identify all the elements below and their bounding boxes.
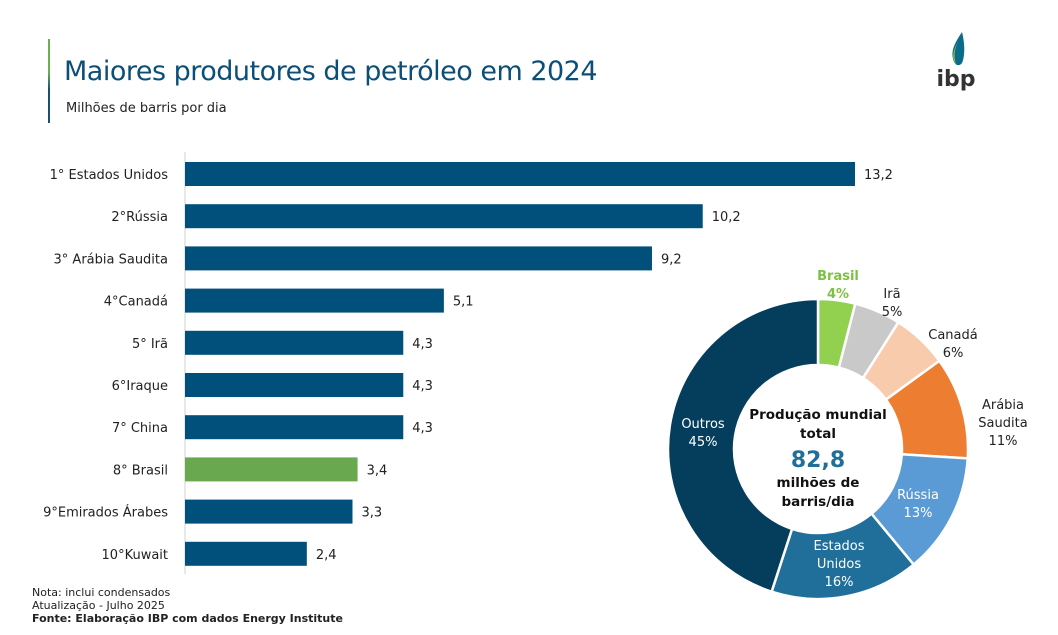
value-label: 9,2 bbox=[661, 252, 682, 267]
center-value: 82,8 bbox=[791, 448, 845, 473]
slice-label: Outros 45% bbox=[681, 417, 725, 450]
footer: Nota: inclui condensados Atualização - J… bbox=[32, 586, 343, 625]
footer-note: Nota: inclui condensados bbox=[32, 586, 171, 599]
value-label: 10,2 bbox=[712, 210, 741, 225]
bar bbox=[185, 246, 652, 271]
bar bbox=[185, 499, 353, 524]
bar bbox=[185, 330, 404, 355]
page-title: Maiores produtores de petróleo em 2024 bbox=[64, 56, 598, 87]
value-label: 4,3 bbox=[412, 379, 433, 394]
value-label: 5,1 bbox=[453, 295, 474, 310]
page-subtitle: Milhões de barris por dia bbox=[66, 101, 227, 116]
footer-source: Fonte: Elaboração IBP com dados Energy I… bbox=[32, 612, 343, 625]
logo-text: ibp bbox=[936, 67, 975, 92]
ibp-logo: ibp bbox=[936, 32, 976, 92]
slice-label: Canadá 6% bbox=[928, 328, 977, 361]
value-label: 3,4 bbox=[367, 463, 388, 478]
slice-label: Rússia 13% bbox=[897, 488, 939, 521]
category-label: 1° Estados Unidos bbox=[50, 168, 169, 183]
donut-slice bbox=[666, 297, 820, 594]
title-accent-line bbox=[48, 39, 50, 123]
category-label: 8° Brasil bbox=[113, 463, 168, 478]
bar bbox=[185, 415, 404, 440]
slice-label: Arábia Saudita 11% bbox=[978, 398, 1027, 449]
value-label: 2,4 bbox=[316, 548, 337, 563]
category-label: 2°Rússia bbox=[111, 210, 168, 225]
bar bbox=[185, 204, 703, 229]
slice-label: Irã 5% bbox=[882, 287, 903, 320]
category-label: 9°Emirados Árabes bbox=[43, 505, 168, 521]
bar bbox=[185, 541, 307, 566]
center-line4: barris/dia bbox=[781, 494, 854, 510]
category-label: 5° Irã bbox=[132, 337, 168, 352]
center-line3: milhões de bbox=[777, 475, 860, 491]
center-line1: Produção mundial bbox=[749, 407, 887, 423]
value-label: 4,3 bbox=[412, 421, 433, 436]
bar bbox=[185, 162, 855, 186]
category-label: 10°Kuwait bbox=[102, 548, 168, 563]
value-label: 3,3 bbox=[362, 506, 383, 521]
donut-chart: Brasil 4% Irã 5% Canadá 6% Arábia Saudita 11% Rús… bbox=[666, 269, 1028, 601]
bar-chart: 1° Estados Unidos 13,2 2°Rússia 10,2 3° Aráb… bbox=[43, 162, 893, 566]
leaf-icon bbox=[953, 42, 958, 64]
category-label: 6°Iraque bbox=[112, 379, 168, 394]
slice-label: Brasil 4% bbox=[817, 269, 859, 302]
category-label: 4°Canadá bbox=[104, 295, 168, 310]
value-label: 13,2 bbox=[864, 168, 893, 183]
bar bbox=[185, 288, 444, 313]
category-label: 7° China bbox=[112, 421, 168, 436]
bar bbox=[185, 373, 404, 397]
drop-icon bbox=[952, 32, 965, 66]
donut-center-text: Produção mundial total 82,8 milhões de b… bbox=[749, 407, 887, 510]
footer-update: Atualização - Julho 2025 bbox=[32, 599, 165, 612]
value-label: 4,3 bbox=[412, 337, 433, 352]
category-label: 3° Arábia Saudita bbox=[54, 252, 168, 267]
slice-label: Estados Unidos 16% bbox=[813, 539, 864, 590]
bar bbox=[185, 457, 358, 482]
center-line2: total bbox=[800, 426, 836, 442]
